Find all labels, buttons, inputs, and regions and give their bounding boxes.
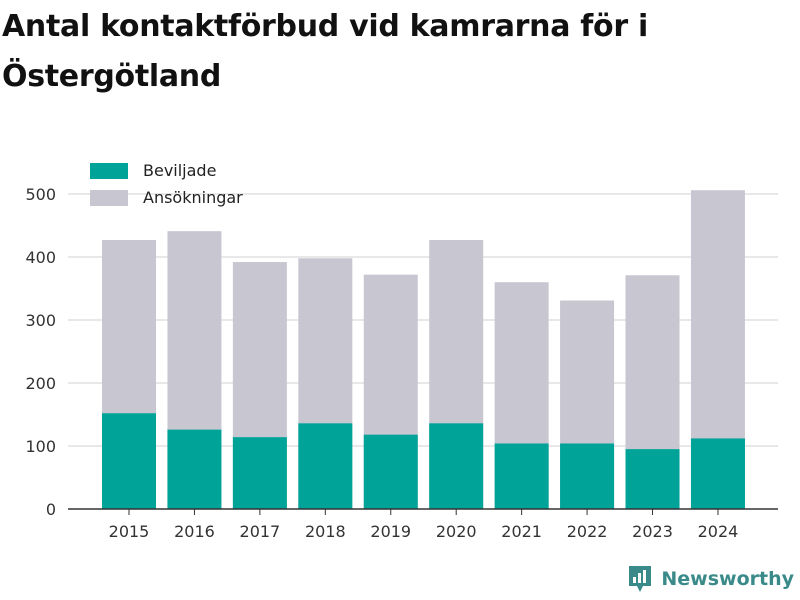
y-axis-ticks: 0 100 200 300 400 500 xyxy=(25,185,56,519)
bar-beviljade-2023 xyxy=(625,449,680,509)
x-tick-label-2017: 2017 xyxy=(240,522,281,541)
beviljade-bars xyxy=(102,413,745,509)
x-tick-label-2018: 2018 xyxy=(305,522,346,541)
x-tick-label-2024: 2024 xyxy=(698,522,739,541)
y-tick-label-300: 300 xyxy=(25,311,56,330)
bar-beviljade-2019 xyxy=(363,434,418,509)
bar-beviljade-2022 xyxy=(560,443,615,509)
brand-logo[interactable]: Newsworthy xyxy=(627,564,794,594)
newsworthy-logo-icon xyxy=(629,566,652,592)
bar-beviljade-2016 xyxy=(167,429,222,509)
bar-beviljade-2020 xyxy=(429,423,484,509)
bar-beviljade-2017 xyxy=(232,437,287,509)
y-tick-label-400: 400 xyxy=(25,248,56,267)
legend-swatch-ansokningar xyxy=(90,190,128,206)
y-tick-label-500: 500 xyxy=(25,185,56,204)
y-tick-label-100: 100 xyxy=(25,437,56,456)
brand-name: Newsworthy xyxy=(661,568,794,590)
x-tick-label-2020: 2020 xyxy=(436,522,477,541)
x-tick-label-2016: 2016 xyxy=(174,522,215,541)
y-tick-label-0: 0 xyxy=(46,500,56,519)
legend-label-beviljade: Beviljade xyxy=(143,161,216,180)
y-tick-label-200: 200 xyxy=(25,374,56,393)
x-axis-ticks: 2015 2016 2017 2018 2019 2020 2021 2022 2023 2024 xyxy=(109,509,739,541)
x-tick-label-2023: 2023 xyxy=(632,522,673,541)
bar-beviljade-2015 xyxy=(102,413,156,509)
bar-beviljade-2024 xyxy=(690,438,745,509)
x-tick-label-2015: 2015 xyxy=(109,522,150,541)
x-tick-label-2021: 2021 xyxy=(501,522,542,541)
legend-label-ansokningar: Ansökningar xyxy=(143,188,243,207)
chart-title: Antal kontaktförbud vid kamrarna för i Ö… xyxy=(2,9,648,94)
x-tick-label-2022: 2022 xyxy=(567,522,608,541)
bar-beviljade-2018 xyxy=(298,423,353,509)
bar-beviljade-2021 xyxy=(494,443,549,509)
legend: Beviljade Ansökningar xyxy=(90,161,243,207)
x-tick-label-2019: 2019 xyxy=(370,522,411,541)
legend-swatch-beviljade xyxy=(90,163,128,179)
